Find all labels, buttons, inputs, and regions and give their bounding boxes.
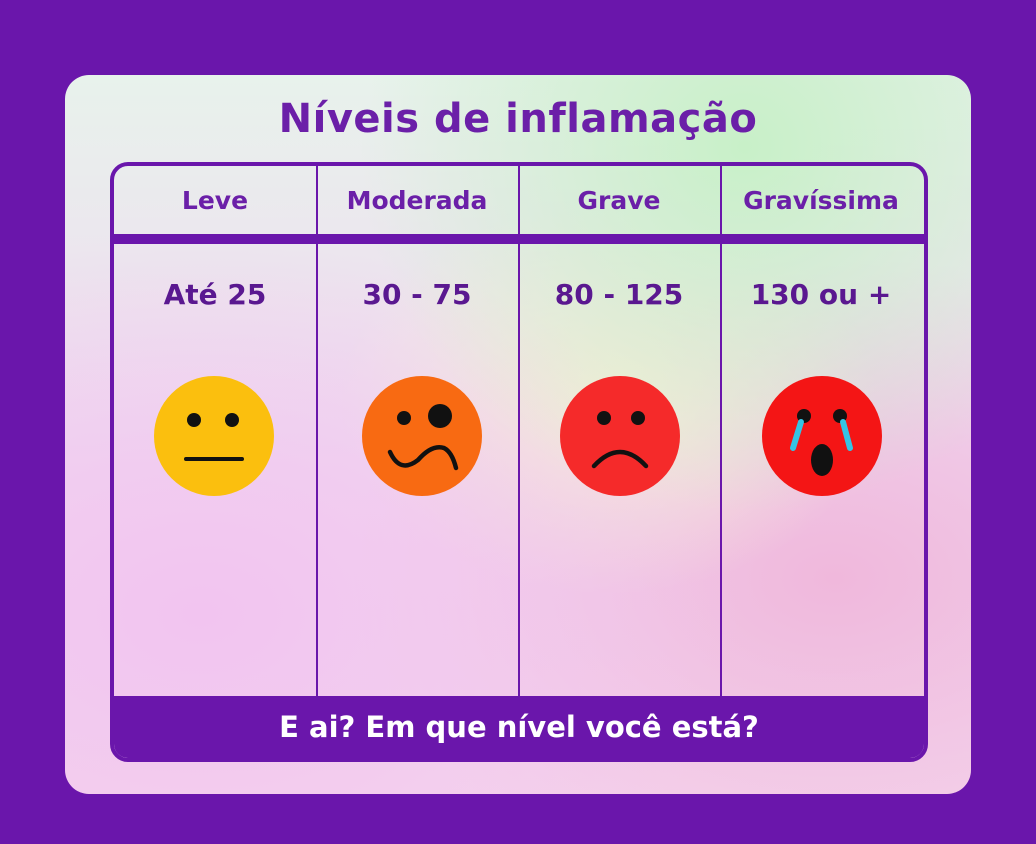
page-title: Níveis de inflamação bbox=[278, 96, 758, 142]
header-grave: Grave bbox=[577, 185, 661, 215]
header-leve: Leve bbox=[181, 185, 249, 215]
column-divider bbox=[316, 166, 318, 758]
header-moderada: Moderada bbox=[346, 185, 488, 215]
range-moderada: 30 - 75 bbox=[362, 278, 472, 311]
range-gravissima: 130 ou + bbox=[750, 278, 892, 311]
table-header: Leve Moderada Grave Gravíssima bbox=[114, 166, 924, 244]
range-leve: Até 25 bbox=[163, 278, 267, 311]
range-grave: 80 - 125 bbox=[554, 278, 684, 311]
sad-face-icon bbox=[560, 376, 680, 496]
neutral-face-icon bbox=[154, 376, 274, 496]
inflammation-levels-table: Leve Moderada Grave Gravíssima Até 25 30… bbox=[110, 162, 928, 762]
column-divider bbox=[720, 166, 722, 758]
confused-face-icon bbox=[362, 376, 482, 496]
footer-question: E ai? Em que nível você está? bbox=[114, 696, 924, 758]
column-divider bbox=[518, 166, 520, 758]
crying-face-icon bbox=[762, 376, 882, 496]
header-gravissima: Gravíssima bbox=[743, 185, 899, 215]
